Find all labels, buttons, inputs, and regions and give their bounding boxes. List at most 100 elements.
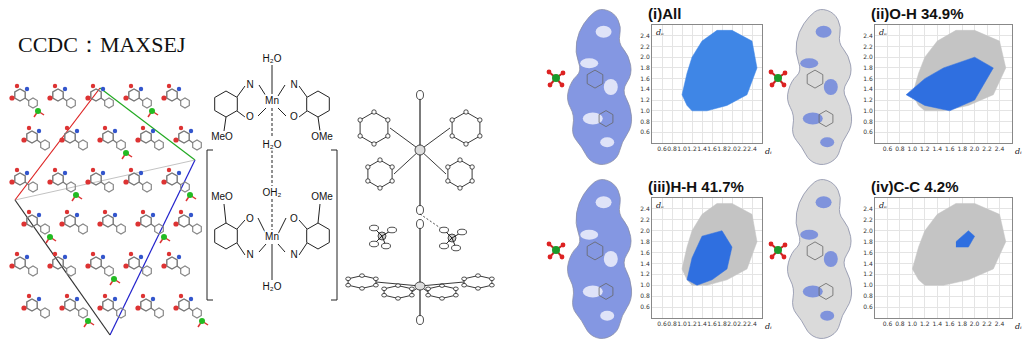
svg-text:2.0: 2.0	[640, 227, 650, 234]
svg-text:0.8: 0.8	[895, 320, 905, 327]
svg-text:1.4: 1.4	[697, 320, 707, 327]
svg-text:1.4: 1.4	[697, 145, 707, 152]
svg-text:MeO: MeO	[211, 191, 233, 202]
svg-text:0.8: 0.8	[640, 292, 650, 299]
svg-text:2.4: 2.4	[995, 145, 1005, 152]
svg-text:1.8: 1.8	[717, 320, 727, 327]
svg-text:2.4: 2.4	[863, 205, 873, 212]
svg-text:1.6: 1.6	[945, 145, 955, 152]
svg-text:2.0: 2.0	[970, 145, 980, 152]
svg-text:1.6: 1.6	[945, 320, 955, 327]
svg-text:0.6: 0.6	[657, 145, 667, 152]
svg-text:(i)All: (i)All	[648, 5, 681, 22]
svg-text:1.4: 1.4	[863, 260, 873, 267]
svg-text:1.0: 1.0	[863, 107, 873, 114]
svg-text:dₑ: dₑ	[879, 201, 887, 210]
svg-text:2.4: 2.4	[863, 32, 873, 39]
svg-text:2.2: 2.2	[982, 145, 992, 152]
svg-text:dₑ: dₑ	[656, 201, 664, 210]
svg-text:1.8: 1.8	[863, 238, 873, 245]
svg-text:N: N	[246, 79, 253, 90]
svg-text:N: N	[290, 249, 297, 260]
svg-text:dᵢ: dᵢ	[1015, 147, 1022, 156]
svg-text:2.4: 2.4	[995, 320, 1005, 327]
svg-text:1.2: 1.2	[687, 145, 697, 152]
svg-text:1.6: 1.6	[707, 320, 717, 327]
svg-text:2.2: 2.2	[863, 216, 873, 223]
svg-text:0.8: 0.8	[895, 145, 905, 152]
svg-text:1.8: 1.8	[640, 238, 650, 245]
svg-text:2.4: 2.4	[640, 32, 650, 39]
svg-text:1.8: 1.8	[957, 320, 967, 327]
svg-text:(ii)O-H 34.9%: (ii)O-H 34.9%	[871, 5, 964, 22]
svg-text:0.6: 0.6	[883, 145, 893, 152]
svg-text:1.4: 1.4	[863, 85, 873, 92]
svg-text:dᵢ: dᵢ	[765, 147, 772, 156]
svg-text:2.2: 2.2	[863, 43, 873, 50]
svg-text:1.2: 1.2	[863, 270, 873, 277]
svg-text:N: N	[290, 79, 297, 90]
svg-text:Mn: Mn	[265, 231, 279, 242]
svg-text:2.0: 2.0	[863, 53, 873, 60]
svg-text:0.6: 0.6	[863, 128, 873, 135]
svg-text:OMe: OMe	[311, 191, 333, 202]
svg-text:H₂O: H₂O	[263, 53, 282, 64]
svg-text:2.2: 2.2	[737, 320, 747, 327]
svg-text:0.8: 0.8	[667, 145, 677, 152]
svg-text:0.6: 0.6	[883, 320, 893, 327]
svg-text:1.6: 1.6	[863, 75, 873, 82]
svg-text:0.8: 0.8	[640, 118, 650, 125]
svg-text:2.2: 2.2	[982, 320, 992, 327]
svg-text:1.2: 1.2	[687, 320, 697, 327]
svg-text:N: N	[246, 249, 253, 260]
svg-text:1.2: 1.2	[920, 320, 930, 327]
svg-text:2.2: 2.2	[737, 145, 747, 152]
svg-text:1.0: 1.0	[677, 145, 687, 152]
svg-text:1.8: 1.8	[957, 145, 967, 152]
svg-text:dₑ: dₑ	[879, 28, 887, 37]
svg-text:O: O	[246, 111, 254, 122]
svg-text:H₂O: H₂O	[263, 139, 282, 150]
svg-text:dₑ: dₑ	[656, 28, 664, 37]
svg-text:(iv)C-C 4.2%: (iv)C-C 4.2%	[871, 178, 959, 195]
svg-text:0.6: 0.6	[640, 128, 650, 135]
svg-text:1.2: 1.2	[920, 145, 930, 152]
svg-text:1.4: 1.4	[932, 320, 942, 327]
svg-text:1.0: 1.0	[908, 320, 918, 327]
svg-text:O: O	[290, 213, 298, 224]
svg-text:1.0: 1.0	[863, 281, 873, 288]
svg-text:O: O	[246, 213, 254, 224]
svg-text:H₂O: H₂O	[263, 281, 282, 292]
svg-text:1.6: 1.6	[640, 249, 650, 256]
svg-text:dᵢ: dᵢ	[1015, 322, 1022, 331]
svg-text:2.4: 2.4	[747, 320, 757, 327]
svg-text:1.0: 1.0	[677, 320, 687, 327]
svg-text:1.4: 1.4	[640, 85, 650, 92]
svg-text:O: O	[290, 111, 298, 122]
svg-text:0.6: 0.6	[863, 303, 873, 310]
svg-text:OH₂: OH₂	[263, 187, 282, 198]
svg-text:2.0: 2.0	[863, 227, 873, 234]
svg-text:2.2: 2.2	[640, 43, 650, 50]
svg-text:1.8: 1.8	[640, 64, 650, 71]
svg-text:0.6: 0.6	[657, 320, 667, 327]
svg-text:1.0: 1.0	[640, 281, 650, 288]
svg-text:2.4: 2.4	[640, 205, 650, 212]
svg-text:OMe: OMe	[311, 131, 333, 142]
svg-text:dᵢ: dᵢ	[765, 322, 772, 331]
svg-text:(iii)H-H 41.7%: (iii)H-H 41.7%	[648, 178, 744, 195]
svg-text:1.4: 1.4	[932, 145, 942, 152]
svg-text:2.0: 2.0	[970, 320, 980, 327]
svg-text:2.0: 2.0	[727, 320, 737, 327]
svg-text:1.2: 1.2	[640, 96, 650, 103]
svg-text:MeO: MeO	[211, 131, 233, 142]
svg-text:1.2: 1.2	[640, 270, 650, 277]
svg-text:1.6: 1.6	[707, 145, 717, 152]
svg-text:0.8: 0.8	[863, 292, 873, 299]
svg-text:1.0: 1.0	[908, 145, 918, 152]
svg-text:1.6: 1.6	[640, 75, 650, 82]
svg-text:2.0: 2.0	[727, 145, 737, 152]
svg-text:1.4: 1.4	[640, 260, 650, 267]
svg-text:2.4: 2.4	[747, 145, 757, 152]
svg-text:0.8: 0.8	[863, 118, 873, 125]
